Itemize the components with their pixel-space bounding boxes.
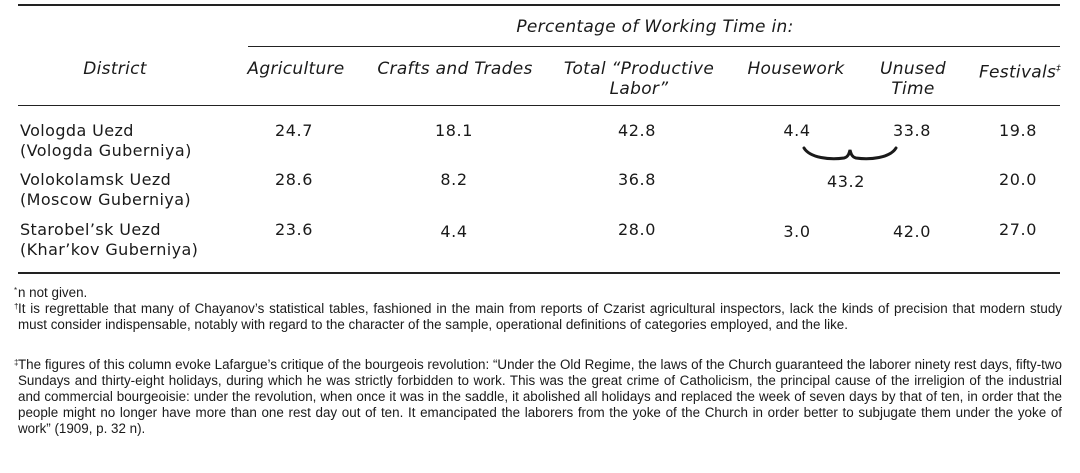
table-bottom-rule [18,272,1060,274]
row1-district: Vologda Uezd (Vologda Guberniya) [20,121,240,161]
column-header-agriculture: Agriculture [247,59,345,79]
group-header: Percentage of Working Time in: [516,17,794,37]
column-header-productive-line2: Labor” [609,79,669,99]
row3-crafts: 4.4 [440,222,468,241]
row3-festivals: 27.0 [998,220,1038,239]
row2-crafts: 8.2 [440,170,468,189]
footnote-chayanov-tables: † It is regrettable that many of Chayano… [14,301,1062,333]
column-header-productive: Total “Productive Labor” [548,59,730,99]
row2-housework-unused-combined: 43.2 [826,172,866,191]
column-header-unused-line1: Unused [880,59,946,79]
top-rule [18,4,1060,6]
row3-district-guberniya: (Khar’kov Guberniya) [20,240,199,259]
row1-productive: 42.8 [617,121,657,140]
row1-agriculture: 24.7 [274,121,314,140]
column-header-unused-line2: Time [891,79,935,99]
footnote-text: n not given. [18,285,88,300]
column-header-festivals: Festivals‡ [972,59,1068,83]
festivals-footnote-mark: ‡ [1056,64,1062,74]
column-header-crafts: Crafts and Trades [377,59,533,79]
row1-district-guberniya: (Vologda Guberniya) [20,141,192,160]
row2-agriculture: 28.6 [274,170,314,189]
footnote-text: The figures of this column evoke Lafargu… [18,357,1062,436]
row2-festivals: 20.0 [998,170,1038,189]
group-header-rule [248,46,1060,47]
row3-productive: 28.0 [617,220,657,239]
row1-housework: 4.4 [783,121,811,140]
column-header-festivals-label: Festivals [978,62,1057,83]
row1-crafts: 18.1 [434,121,474,140]
column-header-productive-line1: Total “Productive [563,59,715,79]
row2-productive: 36.8 [617,170,657,189]
row2-district-name: Volokolamsk Uezd [20,170,172,189]
row3-housework: 3.0 [783,222,811,241]
row3-district: Starobel’sk Uezd (Khar’kov Guberniya) [20,220,240,260]
row3-unused: 42.0 [892,222,932,241]
row1-district-name: Vologda Uezd [20,121,134,140]
brace-icon [802,146,898,161]
row1-unused: 33.8 [892,121,932,140]
header-bottom-rule [18,105,1060,106]
row3-agriculture: 23.6 [274,220,314,239]
row3-district-name: Starobel’sk Uezd [20,220,161,239]
footnote-mark-dagger: † [14,302,19,311]
footnote-mark-double-dagger: ‡ [14,358,19,367]
footnote-mark-asterisk: * [14,286,18,295]
footnote-text: It is regrettable that many of Chayanov’… [18,301,1062,332]
footnote-lafargue: ‡ The figures of this column evoke Lafar… [14,357,1062,437]
row2-district-guberniya: (Moscow Guberniya) [20,190,192,209]
row2-district: Volokolamsk Uezd (Moscow Guberniya) [20,170,240,210]
footnote-n-not-given: * n not given. [14,285,1062,301]
column-header-district: District [83,59,147,79]
column-header-housework: Housework [747,59,845,79]
row1-festivals: 19.8 [998,121,1038,140]
column-header-unused: Unused Time [868,59,958,99]
